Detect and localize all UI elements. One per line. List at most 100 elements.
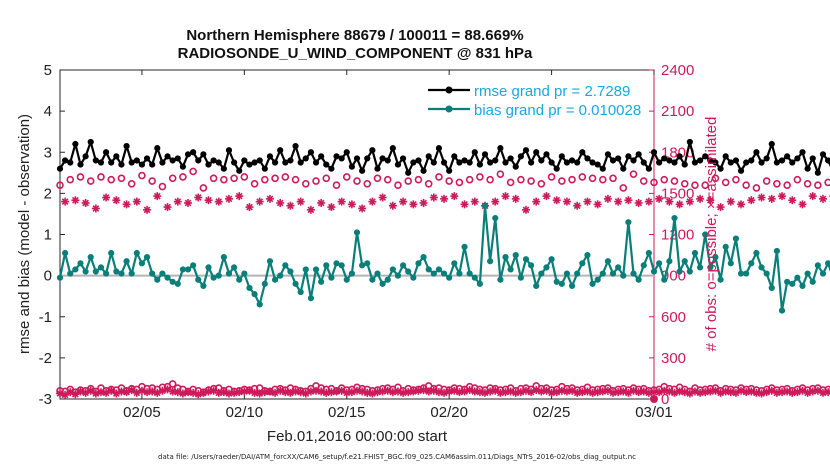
star-stroke bbox=[251, 389, 258, 397]
rmse-point bbox=[123, 142, 130, 150]
possible-count-marker bbox=[138, 171, 146, 180]
bias-point bbox=[338, 262, 345, 269]
bias-point bbox=[92, 268, 99, 275]
star-stroke bbox=[133, 198, 141, 205]
bias-point bbox=[435, 266, 443, 273]
star-stroke bbox=[614, 388, 622, 396]
assimilated-count-marker bbox=[255, 197, 264, 206]
assimilated-count-marker bbox=[112, 196, 121, 205]
assimilated-count-marker bbox=[378, 193, 387, 202]
star-stroke bbox=[353, 387, 361, 395]
star-stroke bbox=[430, 387, 438, 395]
star-stroke bbox=[215, 198, 223, 205]
rmse-point bbox=[108, 159, 115, 166]
bias-point bbox=[184, 266, 192, 273]
star-stroke bbox=[747, 388, 755, 395]
star-stroke bbox=[573, 389, 581, 397]
rmse-point bbox=[661, 155, 668, 162]
bias-point bbox=[553, 278, 560, 285]
y-axis-label-right: # of obs: o=possible; ×=assimilated bbox=[703, 117, 720, 352]
rmse-point bbox=[277, 147, 284, 154]
star-stroke bbox=[276, 387, 284, 395]
bias-point bbox=[149, 270, 156, 277]
assimilated-count-marker bbox=[184, 198, 193, 207]
star-stroke bbox=[287, 202, 294, 210]
rmse-point bbox=[656, 159, 663, 166]
assimilated-count-marker bbox=[204, 196, 213, 205]
rmse-point bbox=[323, 161, 330, 168]
star-stroke bbox=[225, 390, 233, 397]
assimilated-count-marker bbox=[224, 194, 233, 203]
star-stroke bbox=[645, 389, 653, 397]
star-stroke bbox=[584, 198, 591, 205]
assimilated-count-marker bbox=[501, 192, 510, 201]
rmse-point bbox=[517, 153, 524, 160]
rmse-point bbox=[773, 159, 780, 166]
star-stroke bbox=[783, 388, 791, 395]
possible-count-marker bbox=[189, 167, 197, 176]
star-stroke bbox=[328, 203, 335, 211]
rmse-point bbox=[640, 159, 647, 166]
assimilated-count-marker bbox=[706, 196, 715, 205]
rmse-point bbox=[128, 159, 135, 166]
bias-point bbox=[123, 258, 130, 265]
bias-line bbox=[58, 204, 830, 312]
bias-point bbox=[359, 262, 366, 269]
bias-point bbox=[533, 282, 540, 290]
assimilated-count-marker bbox=[265, 194, 274, 203]
star-stroke bbox=[256, 198, 264, 205]
bias-point bbox=[138, 260, 146, 267]
star-stroke bbox=[384, 387, 392, 395]
bias-point bbox=[72, 266, 79, 273]
rmse-point bbox=[364, 155, 371, 162]
bias-point bbox=[87, 254, 94, 261]
possible-count-marker bbox=[261, 175, 269, 184]
bias-point bbox=[287, 268, 294, 275]
star-stroke bbox=[297, 198, 305, 205]
rmse-point bbox=[594, 161, 601, 168]
star-stroke bbox=[630, 387, 637, 395]
rmse-point bbox=[814, 169, 821, 176]
right-tick-label: 1200 bbox=[661, 227, 694, 244]
rmse-point bbox=[743, 159, 750, 166]
low-assimilated-count-marker bbox=[547, 388, 556, 397]
star-stroke bbox=[205, 196, 212, 204]
rmse-point bbox=[312, 159, 320, 166]
rmse-point bbox=[481, 151, 489, 158]
rmse-point bbox=[138, 161, 146, 168]
rmse-point bbox=[328, 165, 335, 172]
x-tick-label: 03/01 bbox=[635, 404, 673, 421]
rmse-point bbox=[399, 155, 407, 162]
x-tick-label: 02/15 bbox=[328, 404, 366, 421]
assimilated-count-marker bbox=[102, 193, 111, 202]
rmse-point bbox=[717, 165, 724, 172]
bias-point bbox=[343, 276, 350, 283]
rmse-point bbox=[497, 145, 504, 152]
bias-point bbox=[353, 229, 361, 236]
star-stroke bbox=[409, 200, 417, 208]
star-stroke bbox=[691, 388, 699, 395]
star-stroke bbox=[589, 389, 596, 397]
rmse-point bbox=[379, 155, 386, 162]
bias-point bbox=[374, 270, 381, 277]
bias-point bbox=[615, 264, 622, 271]
rmse-point bbox=[533, 149, 540, 156]
possible-count-marker bbox=[271, 174, 279, 183]
bias-point bbox=[394, 272, 402, 279]
bias-point bbox=[241, 270, 248, 277]
possible-count-marker bbox=[609, 174, 617, 183]
rmse-point bbox=[72, 140, 79, 148]
bias-point bbox=[328, 274, 335, 281]
assimilated-count-marker bbox=[286, 201, 295, 210]
possible-count-marker bbox=[496, 170, 505, 178]
bias-point bbox=[200, 282, 207, 290]
bias-point bbox=[154, 276, 161, 283]
bias-point bbox=[215, 272, 222, 279]
rmse-point bbox=[686, 138, 693, 146]
star-stroke bbox=[819, 389, 827, 397]
low-assimilated-count-marker bbox=[593, 388, 602, 397]
possible-count-marker bbox=[588, 174, 597, 183]
rmse-point bbox=[353, 155, 361, 162]
possible-count-marker bbox=[752, 184, 761, 192]
rmse-point bbox=[625, 153, 632, 160]
